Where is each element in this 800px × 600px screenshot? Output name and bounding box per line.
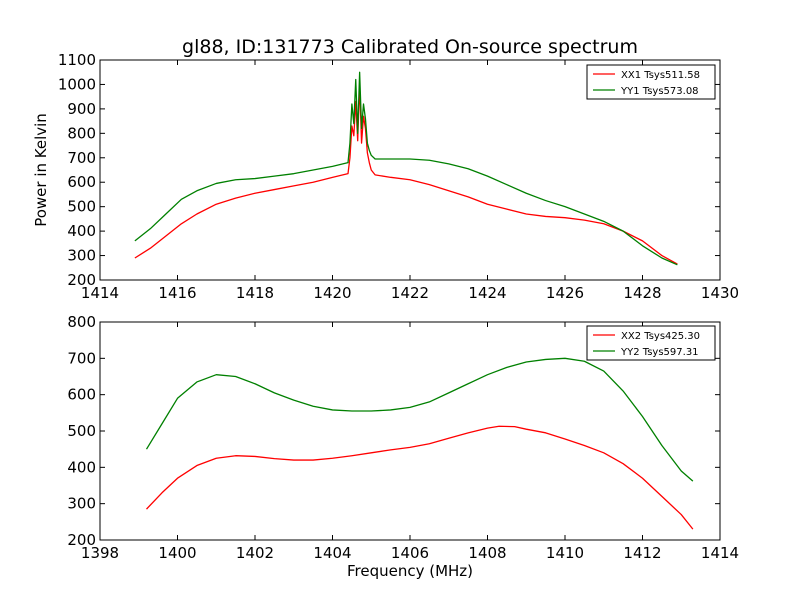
y-tick-label: 300 — [67, 247, 96, 265]
legend-label: YY2 Tsys597.31 — [620, 347, 699, 358]
x-tick-label: 1426 — [546, 284, 584, 302]
y-tick-label: 500 — [67, 198, 96, 216]
y-tick-label: 200 — [67, 271, 96, 289]
legend-box — [586, 325, 716, 361]
y-tick-label: 800 — [67, 124, 96, 142]
x-tick-label: 1428 — [623, 284, 661, 302]
y-tick-label: 1000 — [58, 75, 96, 93]
y-tick-label: 700 — [67, 349, 96, 367]
legend: XX2 Tsys425.30 YY2 Tsys597.31 — [586, 325, 716, 361]
y-tick-label: 500 — [67, 422, 96, 440]
top-panel: 1414 1416 1418 1420 1422 1424 1426 1428 1430 200 3… — [58, 51, 739, 302]
x-tick-label: 1416 — [158, 284, 196, 302]
x-tick-label: 1422 — [391, 284, 429, 302]
x-tick-label: 1398 — [81, 544, 119, 562]
legend: XX1 Tsys511.58 YY1 Tsys573.08 — [586, 64, 716, 100]
x-tick-label: 1420 — [313, 284, 351, 302]
legend-label: XX2 Tsys425.30 — [621, 331, 700, 342]
y-tick-label: 900 — [67, 100, 96, 118]
y-tick-label: 400 — [67, 222, 96, 240]
y-tick-label: 400 — [67, 458, 96, 476]
y-tick-label: 200 — [67, 531, 96, 549]
x-tick-label: 1424 — [468, 284, 506, 302]
x-tick-label: 1402 — [236, 544, 274, 562]
bottom-panel: 1398 1400 1402 1404 1406 1408 1410 1412 1414 200 3… — [67, 313, 739, 562]
x-tick-label: 1412 — [623, 544, 661, 562]
x-tick-label: 1410 — [546, 544, 584, 562]
y-tick-label: 600 — [67, 173, 96, 191]
x-tick-label: 1414 — [81, 284, 119, 302]
y-tick-label: 1100 — [58, 51, 96, 69]
y-tick-label: 700 — [67, 149, 96, 167]
y-tick-label: 600 — [67, 386, 96, 404]
legend-label: XX1 Tsys511.58 — [621, 70, 700, 81]
x-tick-label: 1400 — [158, 544, 196, 562]
y-tick-label: 800 — [67, 313, 96, 331]
series-line-yy1 — [134, 71, 678, 266]
x-tick-label: 1406 — [391, 544, 429, 562]
x-tick-label: 1414 — [701, 544, 739, 562]
series-line-xx1 — [134, 83, 678, 265]
x-tick-label: 1418 — [236, 284, 274, 302]
legend-box — [586, 64, 716, 100]
x-tick-label: 1430 — [701, 284, 739, 302]
x-tick-label: 1408 — [468, 544, 506, 562]
series-line-xx2 — [146, 425, 694, 530]
y-tick-label: 300 — [67, 495, 96, 513]
y-axis-label: Power in Kelvin — [32, 113, 50, 227]
chart-title: gl88, ID:131773 Calibrated On-source spe… — [182, 36, 638, 58]
legend-label: YY1 Tsys573.08 — [620, 86, 699, 97]
x-tick-label: 1404 — [313, 544, 351, 562]
x-axis-label: Frequency (MHz) — [347, 562, 473, 580]
series-line-yy2 — [145, 357, 694, 482]
